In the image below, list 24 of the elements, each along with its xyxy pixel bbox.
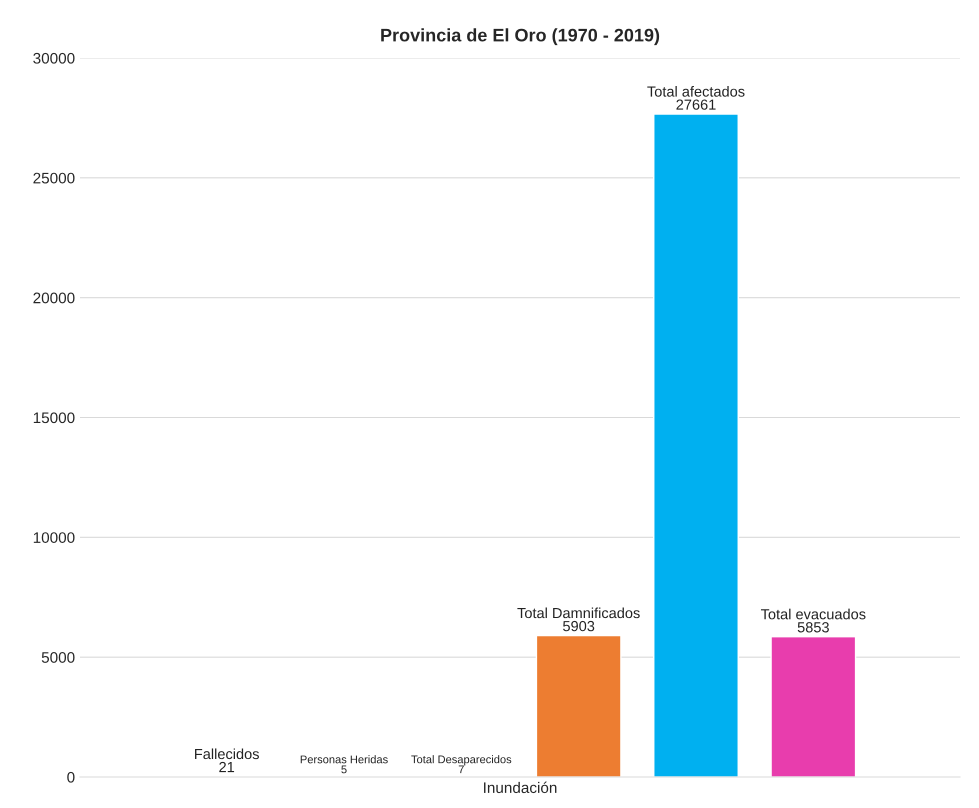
bar [653,113,739,777]
bar [536,634,622,777]
y-tick-label: 15000 [34,412,75,424]
data-label: 7 [458,765,464,774]
series-label: Personas Heridas [300,755,388,764]
series-label: Total Desaparecidos [411,755,512,766]
series-label: Total evacuados [760,608,866,620]
series-label: Total afectados [647,86,745,97]
y-tick-label: 10000 [34,532,75,544]
data-label: 27661 [676,99,716,110]
y-tick-label: 5000 [42,652,75,663]
data-label: 5 [341,766,347,774]
x-tick-label: Inundación [484,782,556,794]
y-tick-label: 25000 [33,172,75,184]
bar [770,636,856,777]
y-tick-label: 0 [67,772,75,783]
y-tick-label: 20000 [33,292,75,304]
series-label: Fallecidos [195,748,259,760]
series-label: Total Damnificados [517,607,640,618]
chart-title: Provincia de El Oro (1970 - 2019) [381,28,660,46]
data-label: 5903 [563,620,594,632]
y-tick-label: 30000 [33,52,75,64]
data-label: 21 [219,762,234,772]
data-label: 5853 [798,622,829,632]
